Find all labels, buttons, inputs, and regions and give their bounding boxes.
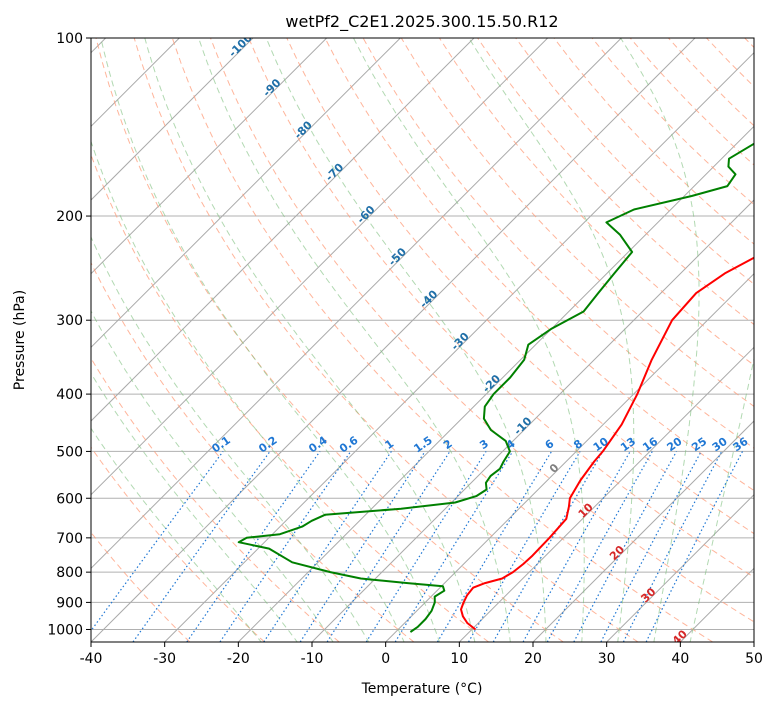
- y-tick-label: 500: [56, 444, 83, 460]
- axes: -40 -30 -20 -10 0 10 20 30 40 50 100 200 300 400 500 60…: [47, 31, 763, 667]
- profile-lines: [237, 142, 754, 633]
- x-tick-label: 40: [671, 651, 689, 667]
- dry-adiabat-line: [286, 38, 754, 535]
- mixing-ratio-line: [645, 451, 744, 642]
- mixing-ratio-line: [299, 451, 426, 642]
- dry-adiabat-line: [171, 38, 713, 642]
- dry-adiabats: [91, 38, 754, 642]
- moist-adiabat-line: [91, 235, 370, 642]
- x-tick-label: 10: [450, 651, 468, 667]
- mixing-ratio-line: [219, 451, 352, 642]
- x-tick-label: -20: [227, 651, 250, 667]
- dry-adiabat-line: [324, 38, 754, 492]
- y-tick-label: 700: [56, 531, 83, 547]
- x-axis-title: Temperature (°C): [361, 681, 483, 697]
- y-tick-label: 800: [56, 565, 83, 581]
- dry-adiabat-line: [477, 38, 754, 326]
- x-tick-label: 50: [745, 651, 763, 667]
- mixing-ratio-line: [522, 451, 631, 642]
- y-tick-label: 600: [56, 491, 83, 507]
- dry-adiabat-line: [133, 38, 639, 642]
- isotherm-line: [91, 38, 696, 642]
- dewpoint-profile-line: [237, 142, 754, 633]
- isotherm-line: [91, 38, 328, 275]
- y-tick-label: 100: [56, 31, 83, 47]
- mixing-ratio-line: [546, 451, 653, 642]
- moist-adiabat-line: [91, 310, 334, 642]
- isotherm-line: [385, 272, 754, 642]
- dry-adiabat-line: [91, 446, 265, 642]
- moist-adiabat-line: [91, 427, 262, 642]
- chart-title: wetPf2_C2E1.2025.300.15.50.R12: [285, 12, 558, 32]
- moist-adiabat-line: [689, 356, 754, 642]
- y-tick-label: 400: [56, 387, 83, 403]
- isotherm-line: [91, 38, 401, 349]
- x-tick-label: 30: [598, 651, 616, 667]
- y-tick-label: 300: [56, 313, 83, 329]
- background-grid: [91, 38, 754, 630]
- x-tick-label: 20: [524, 651, 542, 667]
- dry-adiabat-line: [95, 38, 564, 642]
- y-tick-label: 200: [56, 209, 83, 225]
- y-axis-title: Pressure (hPa): [12, 290, 28, 390]
- plot-frame: [90, 37, 755, 643]
- isotherm-line: [91, 38, 475, 422]
- mixing-ratio-line: [394, 451, 514, 642]
- isotherm-line: [91, 38, 622, 570]
- mixing-ratio-line: [186, 451, 321, 642]
- mixing-ratio-line: [622, 451, 723, 642]
- isotherm-line: [458, 346, 754, 642]
- x-tick-label: 0: [381, 651, 390, 667]
- isotherm-line: [164, 51, 754, 642]
- isotherm-lines: [91, 38, 754, 642]
- temperature-profile-line: [460, 256, 754, 631]
- isotherm-line: [91, 38, 549, 496]
- mixing-ratio-line: [132, 451, 271, 642]
- x-tick-label: -30: [153, 651, 176, 667]
- moist-adiabat-line: [198, 38, 511, 642]
- x-tick-label: -40: [80, 651, 103, 667]
- mixing-ratio-line: [91, 451, 224, 632]
- dry-adiabat-line: [210, 38, 754, 623]
- moist-adiabat-line: [100, 38, 441, 642]
- moist-adiabat-line: [468, 38, 635, 642]
- moist-adiabat-line: [91, 139, 405, 642]
- mixing-ratio-line: [573, 451, 678, 642]
- y-tick-label: 900: [56, 595, 83, 611]
- dry-adiabat-line: [91, 261, 415, 642]
- dry-adiabat-line: [248, 38, 754, 578]
- moist-adiabat-line: [620, 38, 700, 642]
- moist-adiabat-line: [265, 38, 547, 642]
- mixing-ratio-lines: [91, 451, 744, 642]
- dry-adiabat-line: [515, 38, 754, 285]
- y-tick-label: 1000: [47, 622, 83, 638]
- x-tick-label: -10: [301, 651, 324, 667]
- mixing-ratio-line: [326, 451, 451, 642]
- moist-adiabat-line: [91, 372, 298, 642]
- isotherm-line: [237, 125, 754, 642]
- dry-adiabat-line: [91, 357, 340, 642]
- mixing-ratio-line: [263, 451, 392, 642]
- isotherm-line: [532, 420, 754, 642]
- isotherm-line: [91, 38, 254, 201]
- isotherm-line: [606, 493, 754, 642]
